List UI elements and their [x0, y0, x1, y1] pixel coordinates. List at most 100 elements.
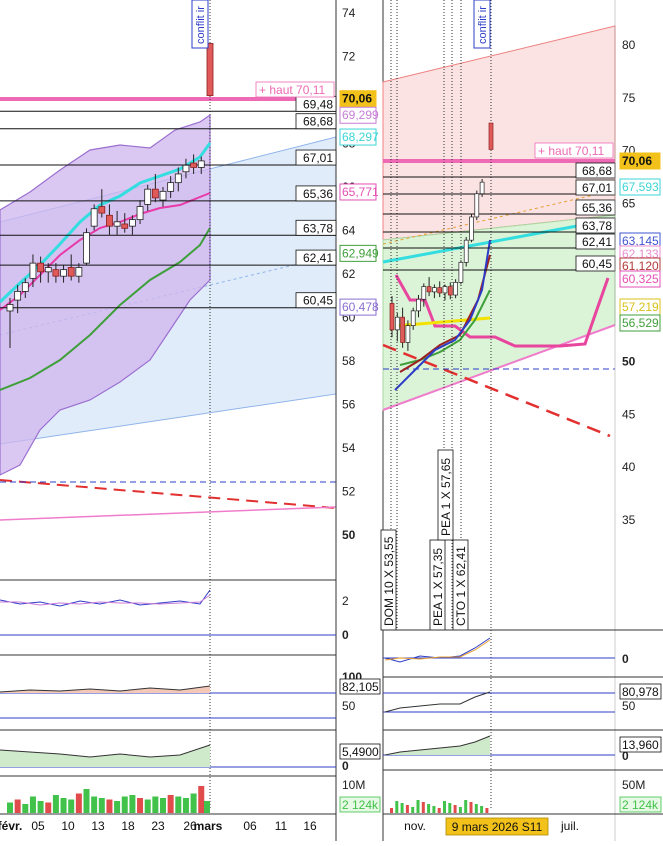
right-volume-bar: [458, 807, 462, 813]
right-candle[interactable]: [437, 287, 443, 294]
left-candle[interactable]: [121, 223, 129, 229]
left-pink-trend: [0, 506, 337, 521]
left-y-tick: 74: [342, 6, 356, 20]
left-volume-bar: [182, 798, 189, 813]
left-candle[interactable]: [44, 267, 52, 273]
right-price-badge-text: 56,529: [622, 316, 659, 330]
right-candle[interactable]: [394, 316, 400, 331]
right-candle[interactable]: [416, 298, 421, 312]
left-candle[interactable]: [113, 221, 121, 227]
right-high-line: [383, 159, 615, 163]
right-yellow-line: [394, 316, 491, 328]
right-date-label: 9 mars 2026 S11: [445, 817, 549, 836]
right-y-tick: 65: [622, 196, 636, 210]
svg-text:2 124k: 2 124k: [342, 798, 379, 812]
left-osc3-line: [0, 744, 211, 758]
left-level-label: 62,41: [303, 251, 333, 265]
left-candle[interactable]: [29, 262, 37, 279]
left-candle[interactable]: [106, 214, 113, 227]
right-price-panel: 68,68 67,01 65,36 63,78 62,41 60,45 + haut 70,…: [380, 0, 661, 841]
right-sub-tick: 50: [622, 699, 636, 713]
left-volume-bar: [152, 796, 159, 813]
svg-text:DOM 10 X 53,55: DOM 10 X 53,55: [382, 536, 396, 626]
right-level-label: 60,45: [582, 257, 612, 271]
left-volume-bar: [190, 793, 197, 813]
left-candle[interactable]: [52, 269, 60, 277]
left-candle[interactable]: [167, 182, 175, 192]
left-level-box: [295, 292, 337, 309]
trade-label[interactable]: PEA 1 X 57,35: [429, 539, 446, 631]
left-candle[interactable]: [60, 269, 67, 277]
left-candle[interactable]: [75, 267, 83, 277]
left-candle[interactable]: [206, 43, 214, 97]
right-candle[interactable]: [405, 325, 411, 343]
left-bollinger-band: [0, 113, 211, 476]
left-candle[interactable]: [6, 304, 14, 312]
left-price-badge-text: 70,06: [342, 92, 372, 106]
trade-label[interactable]: CTO 1 X 62,41: [452, 539, 469, 631]
left-volume-bar: [45, 802, 52, 813]
right-candle[interactable]: [432, 287, 437, 293]
right-volume-bar: [405, 805, 409, 813]
right-candle[interactable]: [463, 239, 469, 263]
right-candle[interactable]: [474, 193, 480, 218]
left-sub-badge: 5,4900: [339, 743, 381, 760]
right-price-badge: [619, 152, 661, 170]
left-candle[interactable]: [197, 160, 205, 168]
right-candle[interactable]: [458, 261, 464, 283]
right-volume-bar: [443, 801, 446, 813]
right-volume-bar: [400, 803, 404, 813]
right-price-badge: [619, 314, 661, 332]
left-candle[interactable]: [174, 173, 182, 184]
right-candle[interactable]: [447, 286, 453, 296]
left-candle[interactable]: [21, 282, 29, 292]
right-candle[interactable]: [453, 282, 458, 296]
right-annotation-label: conflit ir: [477, 6, 489, 44]
left-candle[interactable]: [90, 208, 98, 227]
left-annotation: conflit ir: [191, 0, 209, 49]
left-price-badge: [339, 128, 377, 146]
right-candle[interactable]: [389, 303, 395, 331]
left-candle[interactable]: [14, 290, 22, 301]
right-candle[interactable]: [442, 286, 448, 294]
left-volume-bar: [167, 795, 174, 813]
right-candle[interactable]: [479, 181, 485, 195]
left-candle[interactable]: [159, 190, 167, 201]
left-candle[interactable]: [67, 267, 75, 277]
left-level-box: [295, 113, 337, 130]
right-volume-bar: [474, 804, 478, 813]
left-volume-bar: [198, 786, 205, 813]
right-candle[interactable]: [426, 286, 432, 293]
left-candle[interactable]: [182, 164, 190, 173]
right-candle[interactable]: [488, 122, 494, 150]
right-price-badge-text: 60,325: [622, 272, 659, 286]
svg-text:13,960: 13,960: [622, 738, 659, 752]
left-candle[interactable]: [151, 188, 159, 199]
left-candle[interactable]: [136, 206, 144, 221]
right-volume-bar: [390, 808, 393, 813]
trade-label[interactable]: PEA 1 X 57,65: [437, 449, 454, 541]
left-volume-bar: [37, 801, 44, 813]
right-candle[interactable]: [421, 286, 427, 300]
left-level-label: 63,78: [303, 221, 333, 235]
right-candle[interactable]: [400, 316, 405, 343]
right-osc3-line: [384, 735, 491, 756]
trade-label[interactable]: DOM 10 X 53,55: [380, 529, 397, 631]
left-level-label: 69,48: [303, 97, 333, 111]
left-candle[interactable]: [144, 188, 152, 205]
right-candle[interactable]: [410, 310, 416, 326]
left-x-tick: mars: [194, 819, 223, 833]
left-candle[interactable]: [190, 162, 198, 168]
right-high-box: [534, 142, 614, 159]
left-candle[interactable]: [128, 219, 136, 227]
left-candle[interactable]: [37, 262, 44, 273]
left-candle[interactable]: [83, 232, 90, 264]
left-volume-bar: [129, 795, 136, 813]
left-level-box: [295, 185, 337, 202]
left-candle[interactable]: [98, 206, 106, 214]
left-volume-bar: [29, 796, 36, 813]
right-x-tick: juil.: [560, 819, 579, 833]
right-candle[interactable]: [469, 216, 474, 241]
right-price-badge-text: 57,219: [622, 300, 659, 314]
